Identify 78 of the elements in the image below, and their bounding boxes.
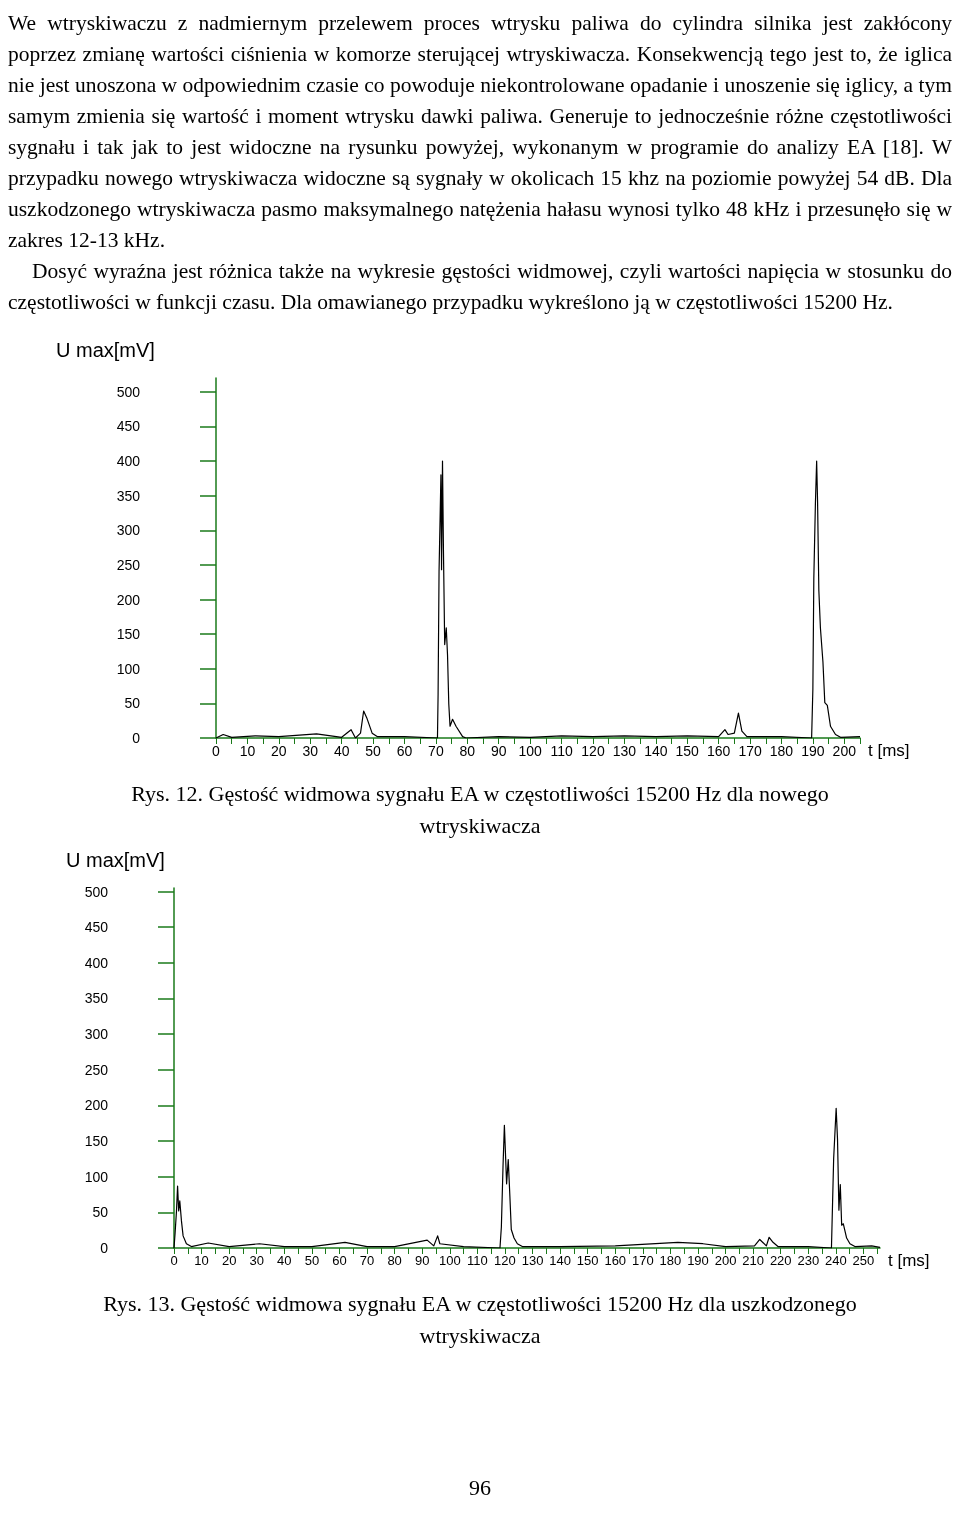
x-tick-label: 40 xyxy=(277,1253,292,1268)
text: Rys. 12. Gęstość widmowa sygnału EA w częstotliwości 15200 Hz dla nowego wtryskiwacza xyxy=(130,780,830,840)
chart-title: We wtryskiwaczu z nadmiernym przelewem proces wtrysku paliwa do cylindra silnika jest zakłócony poprzez zmianę wartości ciśnienia w komorze sterującej wtryskiwacza. Konsekwencją tego jest to, że iglica nie jest unoszona w odpowiednim czasie co powoduje niekontrolowane opadanie i unoszenie się iglicy, a tym samym zmienia się wartość i moment wtrysku dawki paliwa. Generuje to jednocześnie różne częstotliwości sygnału i tak jak to jest widoczne na rysunku powyżej, wykonanym w programie do analizy EA [18]. W przypadku nowego wtryskiwacza widoczne są sygnały w okolicach 15 khz na poziomie powyżej 54 dB. Dla uszkodzonego wtryskiwacza pasmo maksymalnego natężenia hałasu wynosi tylko 48 kHz i przesunęło się w zakres 12-13 kHz. xyxy=(8,10,952,254)
x-tick-label: 230 xyxy=(797,1253,820,1268)
y-tick-label: 500 xyxy=(116,383,141,400)
x-tick-label: 140 xyxy=(644,743,668,759)
x-tick-label: 30 xyxy=(302,743,319,759)
x-tick-label: 50 xyxy=(365,743,382,759)
x-tick-label: 120 xyxy=(494,1253,516,1268)
x-tick-label: 130 xyxy=(612,743,637,759)
x-tick-label: 0 xyxy=(212,743,221,759)
x-tick-label: 50 xyxy=(304,1253,320,1268)
x-tick-label: 210 xyxy=(742,1253,764,1268)
x-tick-label: 110 xyxy=(550,743,573,759)
y-tick-label: 300 xyxy=(84,1026,109,1043)
x-tick-label: 220 xyxy=(769,1253,792,1268)
x-tick-label: 190 xyxy=(801,743,825,759)
x-axis-title: t [ms] xyxy=(868,741,910,760)
x-tick-label: 40 xyxy=(333,743,350,759)
x-tick-label: 0 xyxy=(170,1253,178,1268)
y-tick-label: 250 xyxy=(84,1061,109,1078)
x-tick-label: 170 xyxy=(631,1253,654,1268)
x-tick-label: 110 xyxy=(466,1253,488,1268)
x-tick-label: 80 xyxy=(387,1253,402,1268)
x-tick-label: 120 xyxy=(581,743,605,759)
x-tick-label: 20 xyxy=(221,1253,237,1268)
x-tick-label: 90 xyxy=(414,1253,430,1268)
x-tick-label: 160 xyxy=(604,1253,627,1268)
y-tick-label: 150 xyxy=(84,1133,109,1150)
text: Rys. 13. Gęstość widmowa sygnału EA w częstotliwości 15200 Hz dla uszkodzonego wtryskiwacza xyxy=(102,1290,858,1350)
x-tick-label: 60 xyxy=(396,743,413,759)
x-tick-label: 80 xyxy=(459,743,476,759)
y-tick-label: 250 xyxy=(116,556,141,573)
chart-subtitle: Dosyć wyraźna jest różnica także na wykresie gęstości widmowej, czyli wartości napięcia w stosunku do częstotliwości w funkcji czasu. Dla omawianego przypadku wykreślono ją w częstotliwości 15200 Hz. xyxy=(8,258,952,316)
y-tick-label: 200 xyxy=(84,1097,109,1114)
y-tick-label: 450 xyxy=(84,919,109,936)
x-tick-label: 90 xyxy=(490,743,507,759)
x-tick-label: 200 xyxy=(832,743,857,759)
y-tick-label: 150 xyxy=(116,626,141,643)
x-tick-label: 20 xyxy=(271,743,287,759)
x-tick-label: 160 xyxy=(706,743,731,759)
x-tick-label: 170 xyxy=(738,743,762,759)
y-tick-label: 100 xyxy=(84,1168,109,1185)
x-tick-label: 150 xyxy=(675,743,700,759)
x-tick-label: 100 xyxy=(438,1253,461,1268)
y-tick-label: 100 xyxy=(116,660,141,677)
x-tick-label: 130 xyxy=(521,1253,544,1268)
y-tick-label: 50 xyxy=(92,1204,109,1221)
x-tick-label: 70 xyxy=(428,743,444,759)
y-tick-label: 500 xyxy=(84,883,109,900)
y-tick-label: 400 xyxy=(84,954,109,971)
x-tick-label: 150 xyxy=(576,1253,599,1268)
y-tick-label: 450 xyxy=(116,418,141,435)
y-axis-title: U max[mV] xyxy=(66,849,165,871)
y-tick-label: 50 xyxy=(124,695,141,712)
x-tick-label: 30 xyxy=(249,1253,264,1268)
x-tick-label: 10 xyxy=(194,1253,209,1268)
y-tick-label: 350 xyxy=(116,487,141,504)
x-tick-label: 70 xyxy=(359,1253,375,1268)
x-tick-label: 200 xyxy=(714,1253,737,1268)
x-tick-label: 240 xyxy=(825,1253,847,1268)
y-axis-title: U max[mV] xyxy=(56,339,155,361)
x-tick-label: 10 xyxy=(239,743,256,759)
x-tick-label: 180 xyxy=(769,743,794,759)
y-tick-label: 300 xyxy=(116,522,141,539)
x-axis-title: t [ms] xyxy=(888,1251,930,1270)
y-tick-label: 400 xyxy=(116,453,141,470)
y-tick-label: 200 xyxy=(116,591,141,608)
x-tick-label: 100 xyxy=(518,743,543,759)
x-tick-label: 60 xyxy=(332,1253,347,1268)
y-tick-label: 0 xyxy=(100,1240,109,1256)
text: 96 xyxy=(468,1474,492,1502)
x-tick-label: 180 xyxy=(659,1253,682,1268)
y-tick-label: 0 xyxy=(132,730,141,746)
x-tick-label: 250 xyxy=(852,1253,875,1268)
x-tick-label: 190 xyxy=(687,1253,709,1268)
y-tick-label: 350 xyxy=(84,990,109,1007)
x-tick-label: 140 xyxy=(549,1253,571,1268)
